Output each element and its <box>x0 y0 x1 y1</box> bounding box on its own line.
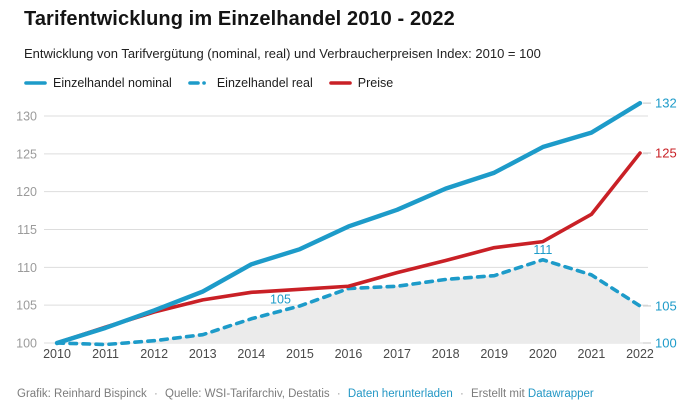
chart-subtitle: Entwicklung von Tarifvergütung (nominal,… <box>24 46 541 61</box>
x-axis-tick-label: 2020 <box>529 347 557 361</box>
series-end-value-label: 105 <box>655 298 677 313</box>
data-point-label: 111 <box>533 243 552 257</box>
chart-area: 100 105 110 115 120 125 130 2010 2011 2012 2013 201… <box>0 85 686 385</box>
x-axis-tick-label: 2013 <box>189 347 217 361</box>
chart-legend: Einzelhandel nominal Einzelhandel real Pre… <box>24 76 393 90</box>
x-axis-tick-label: 2021 <box>578 347 606 361</box>
x-axis-tick-label: 2012 <box>140 347 168 361</box>
page-title: Tarifentwicklung im Einzelhandel 2010 - … <box>24 8 455 30</box>
y-axis-tick-label: 130 <box>16 109 37 123</box>
x-axis-tick-label: 2014 <box>237 347 265 361</box>
chart-footer: Grafik: Reinhard Bispinck · Quelle: WSI-… <box>17 388 594 400</box>
datawrapper-link[interactable]: Datawrapper <box>527 388 594 400</box>
x-axis-tick-label: 2022 <box>626 347 654 361</box>
legend-swatch-solid-icon <box>24 81 47 85</box>
x-axis-tick-label: 2011 <box>92 347 119 361</box>
x-axis-tick-label: 2010 <box>43 347 71 361</box>
created-with-text: Erstellt mit <box>471 388 525 400</box>
legend-label: Einzelhandel nominal <box>53 76 172 90</box>
footer-separator: · <box>459 388 464 400</box>
legend-item-einzelhandel-nominal: Einzelhandel nominal <box>24 76 172 90</box>
y-axis-tick-label: 115 <box>17 223 37 237</box>
y-axis-tick-label: 125 <box>16 147 37 161</box>
legend-label: Preise <box>357 76 394 90</box>
series-line-einzelhandel-real <box>55 257 642 347</box>
x-axis-tick-label: 2019 <box>480 347 508 361</box>
data-point-label: 105 <box>270 293 291 307</box>
series-end-value-label: 100 <box>655 336 677 351</box>
x-axis-tick-label: 2016 <box>335 347 363 361</box>
x-axis-tick-label: 2017 <box>383 347 411 361</box>
series-end-value-label: 125 <box>655 146 677 161</box>
line-chart: 100 105 110 115 120 125 130 2010 2011 2012 2013 201… <box>16 96 677 361</box>
series-end-value-label: 132 <box>655 96 677 111</box>
legend-swatch-solid-icon <box>328 81 352 85</box>
y-axis-tick-label: 100 <box>16 337 37 351</box>
y-axis-tick-label: 105 <box>16 299 37 313</box>
y-axis-tick-label: 120 <box>16 185 37 199</box>
footer-separator: · <box>336 388 341 400</box>
x-axis-tick-label: 2015 <box>286 347 314 361</box>
legend-label: Einzelhandel real <box>216 76 313 90</box>
legend-item-einzelhandel-real: Einzelhandel real <box>188 76 313 90</box>
credit-text: Grafik: Reinhard Bispinck <box>17 388 147 400</box>
x-axis-tick-label: 2018 <box>432 347 460 361</box>
source-text: Quelle: WSI-Tarifarchiv, Destatis <box>165 388 330 400</box>
legend-item-preise: Preise <box>328 76 394 90</box>
series-line-einzelhandel-nominal <box>54 100 643 346</box>
legend-swatch-dashed-icon <box>188 81 211 85</box>
y-axis-tick-label: 110 <box>17 261 37 275</box>
footer-separator: · <box>153 388 158 400</box>
download-data-link[interactable]: Daten herunterladen <box>347 388 453 400</box>
